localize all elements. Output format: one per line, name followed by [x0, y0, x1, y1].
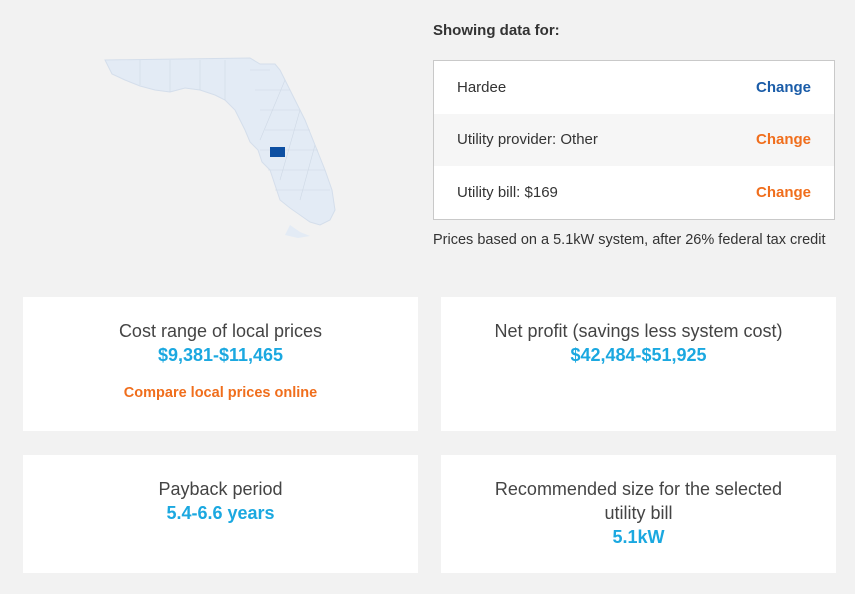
utility-bill-row: Utility bill: $169 Change	[434, 166, 834, 219]
florida-map	[100, 50, 340, 250]
net-profit-value: $42,484-$51,925	[570, 345, 707, 365]
compare-prices-link[interactable]: Compare local prices online	[123, 385, 318, 401]
utility-provider-label: Utility provider: Other	[457, 131, 598, 149]
payback-card: Payback period 5.4-6.6 years	[23, 455, 418, 573]
change-utility-provider-button[interactable]: Change	[755, 131, 811, 149]
cost-range-card: Cost range of local prices $9,381-$11,46…	[23, 297, 418, 431]
change-utility-bill-button[interactable]: Change	[755, 183, 811, 201]
cost-range-value: $9,381-$11,465	[157, 345, 284, 365]
recommended-size-label: Recommended size for the selected utilit…	[494, 479, 783, 523]
payback-label: Payback period	[158, 479, 283, 499]
change-county-button[interactable]: Change	[755, 78, 811, 96]
florida-map-icon	[104, 57, 336, 238]
utility-bill-label: Utility bill: $169	[457, 183, 558, 201]
recommended-size-value: 5.1kW	[612, 527, 665, 547]
utility-provider-row: Utility provider: Other Change	[434, 113, 834, 167]
net-profit-label: Net profit (savings less system cost)	[494, 321, 783, 341]
pricing-note: Prices based on a 5.1kW system, after 26…	[433, 232, 826, 248]
county-label: Hardee	[457, 78, 507, 96]
showing-title: Showing data for:	[433, 22, 560, 39]
hardee-county-highlight	[270, 147, 285, 157]
cost-range-label: Cost range of local prices	[118, 321, 323, 341]
county-row: Hardee Change	[434, 61, 834, 114]
selection-box: Hardee Change Utility provider: Other Ch…	[433, 60, 835, 220]
state-outline	[104, 57, 336, 226]
net-profit-card: Net profit (savings less system cost) $4…	[441, 297, 836, 431]
payback-value: 5.4-6.6 years	[166, 503, 275, 523]
recommended-size-card: Recommended size for the selected utilit…	[441, 455, 836, 573]
